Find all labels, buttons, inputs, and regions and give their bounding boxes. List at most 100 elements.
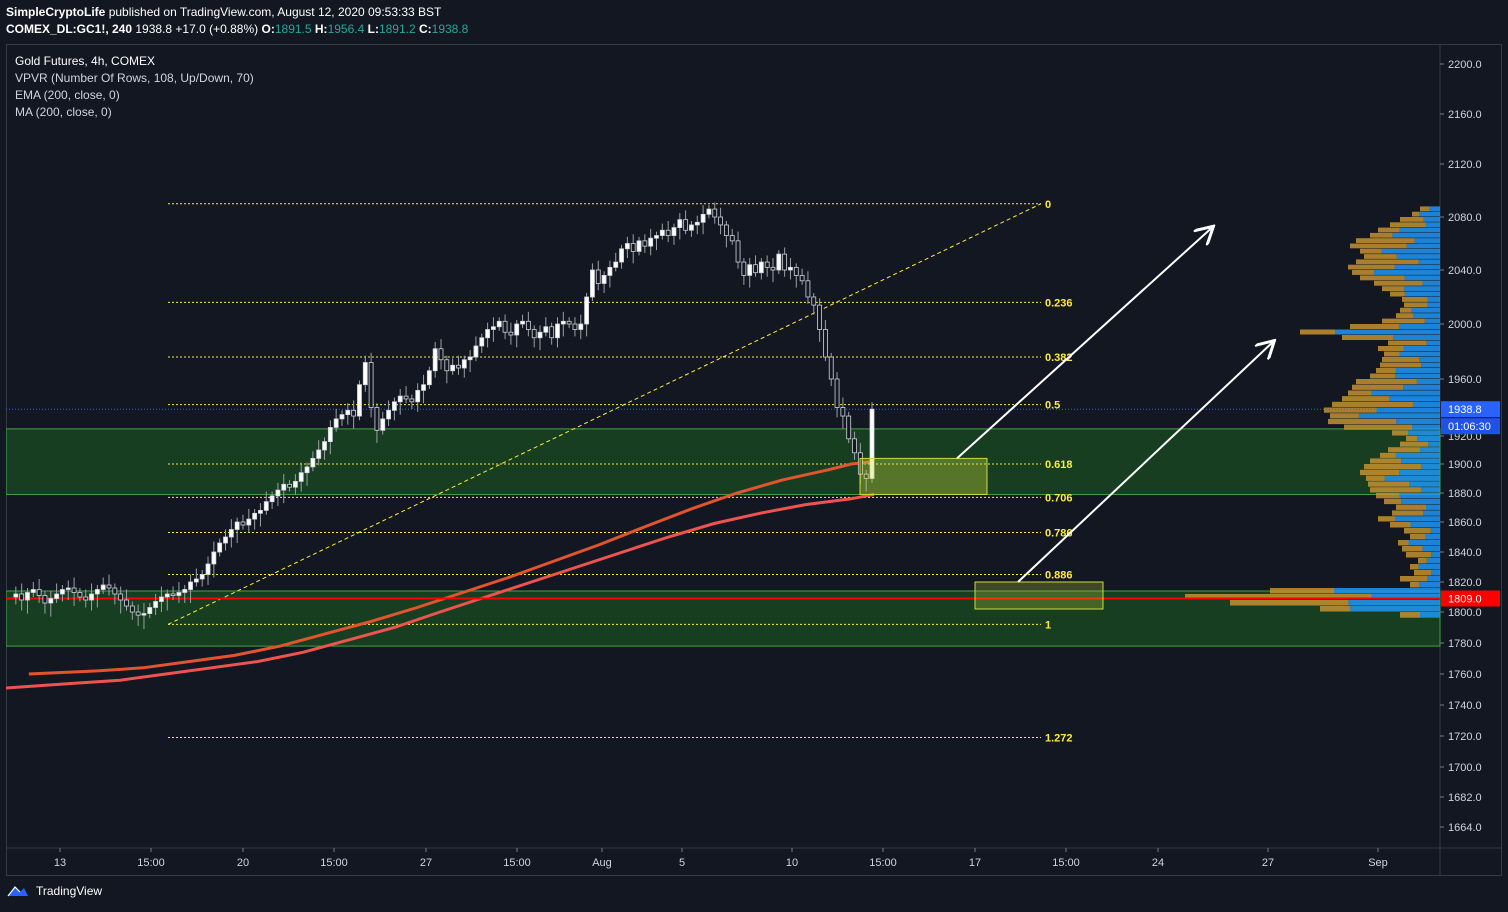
candle — [211, 541, 217, 578]
vp-bar-down — [1370, 458, 1402, 464]
ohlc-bar: COMEX_DL:GC1!, 240 1938.8 +17.0 (+0.88%)… — [6, 22, 468, 36]
low-value: 1891.2 — [378, 22, 416, 36]
vp-bar-down — [1396, 504, 1427, 510]
vp-bar-up — [1399, 493, 1440, 499]
candle-body-up — [432, 348, 438, 372]
candle — [700, 205, 706, 235]
candle — [240, 514, 246, 530]
vp-bar-down — [1376, 493, 1400, 499]
candle-body-up — [199, 574, 205, 580]
high-value: 1956.4 — [327, 22, 365, 36]
candle — [386, 400, 391, 427]
candle — [555, 317, 560, 348]
candle — [823, 319, 828, 362]
vp-bar-down — [1380, 362, 1422, 368]
candle-body-up — [345, 409, 351, 416]
vp-bar-down — [1356, 379, 1417, 385]
candle — [432, 341, 438, 378]
vp-bar-up — [1411, 307, 1440, 313]
candle — [246, 508, 252, 533]
vp-bar-up — [1358, 413, 1440, 419]
candle — [292, 474, 298, 495]
legend-ema[interactable]: EMA (200, close, 0) — [15, 88, 120, 102]
price-tick-label: 1740.0 — [1448, 700, 1482, 712]
candle — [310, 451, 316, 472]
candle-body-down — [840, 407, 846, 417]
author-name[interactable]: SimpleCryptoLife — [6, 5, 106, 19]
vp-bar-down — [1388, 447, 1420, 453]
candle-body-down — [36, 589, 42, 596]
candle-body-up — [362, 362, 368, 386]
candle — [467, 350, 473, 373]
candle — [77, 588, 83, 602]
vp-bar-down — [1352, 270, 1375, 275]
vp-bar-up — [1403, 384, 1440, 390]
candle-body-up — [491, 326, 496, 330]
candle — [694, 215, 700, 235]
fib-level-label: 0.5 — [1045, 400, 1060, 412]
candle-body-up — [677, 219, 683, 228]
vp-bar-up — [1420, 487, 1440, 493]
legend-vpvr[interactable]: VPVR (Number Of Rows, 108, Up/Down, 70) — [15, 71, 254, 85]
vp-bar-down — [1382, 286, 1405, 292]
candle-body-down — [846, 415, 852, 440]
candle — [764, 255, 770, 277]
last-price-label-bg — [1441, 401, 1500, 418]
candle-body-down — [438, 348, 444, 361]
vp-bar-up — [1348, 600, 1440, 606]
candle-body-down — [240, 521, 246, 526]
candle — [566, 317, 572, 329]
vp-bar-down — [1390, 222, 1426, 228]
vp-bar-down — [1370, 373, 1396, 379]
vp-bar-down — [1364, 464, 1421, 470]
time-tick-label: 15:00 — [869, 857, 897, 869]
candle-body-up — [706, 208, 712, 215]
candle-body-up — [520, 320, 525, 325]
vp-bar-up — [1412, 401, 1440, 407]
price-tick-label: 1960.0 — [1448, 374, 1482, 386]
tradingview-brand[interactable]: TradingView — [36, 884, 103, 898]
price-tick-label: 1800.0 — [1448, 607, 1482, 619]
publish-info: SimpleCryptoLife published on TradingVie… — [6, 5, 441, 19]
fib-level-label: 0.236 — [1045, 297, 1073, 309]
vp-bar-up — [1404, 291, 1440, 297]
candle-body-up — [193, 578, 199, 583]
candle-body-down — [852, 438, 857, 454]
vp-bar-down — [1380, 452, 1396, 458]
candle — [543, 317, 549, 337]
candle — [811, 292, 817, 315]
candle-body-down — [828, 356, 834, 380]
chart-container[interactable]: 0 0.236 0.382 0.5 0.618 0.706 0.786 0.886 1 1.272… — [5, 44, 1502, 876]
price-tick-label: 1720.0 — [1448, 731, 1482, 743]
price-axis: 1664.0 1682.0 1700.0 1720.0 1740.0 1760.0 1780… — [1440, 59, 1482, 834]
vp-bar-up — [1427, 302, 1440, 308]
vp-bar-up — [1414, 238, 1440, 243]
vp-bar-up — [1350, 606, 1440, 612]
vp-bar-up — [1426, 558, 1440, 564]
vp-bar-up — [1423, 217, 1440, 222]
price-tick-label: 2200.0 — [1448, 59, 1482, 71]
candle-body-up — [211, 551, 217, 565]
candle-body-down — [642, 240, 648, 247]
legend-ma[interactable]: MA (200, close, 0) — [15, 105, 112, 119]
candle-body-down — [456, 364, 461, 369]
candle-body-down — [834, 378, 840, 408]
vp-bar-up — [1420, 612, 1440, 618]
candle — [415, 383, 421, 412]
candle — [508, 322, 514, 345]
vp-bar-up — [1376, 407, 1440, 413]
vp-bar-up — [1427, 297, 1440, 302]
candle — [782, 247, 788, 277]
candle — [258, 503, 263, 527]
legend-title[interactable]: Gold Futures, 4h, COMEX — [15, 54, 156, 68]
target-arrow-lower — [1017, 342, 1273, 583]
candle — [671, 223, 677, 245]
price-chart[interactable]: 00.2360.3820.50.6180.7060.7860.88611.272… — [5, 44, 1502, 876]
vp-bar-up — [1389, 396, 1440, 402]
candle-body-down — [566, 320, 572, 325]
candle-body-down — [374, 407, 380, 431]
vp-bar-up — [1412, 424, 1440, 430]
candle — [228, 519, 234, 548]
support-zone-1 — [5, 428, 1441, 495]
candle-body-up — [327, 427, 333, 443]
